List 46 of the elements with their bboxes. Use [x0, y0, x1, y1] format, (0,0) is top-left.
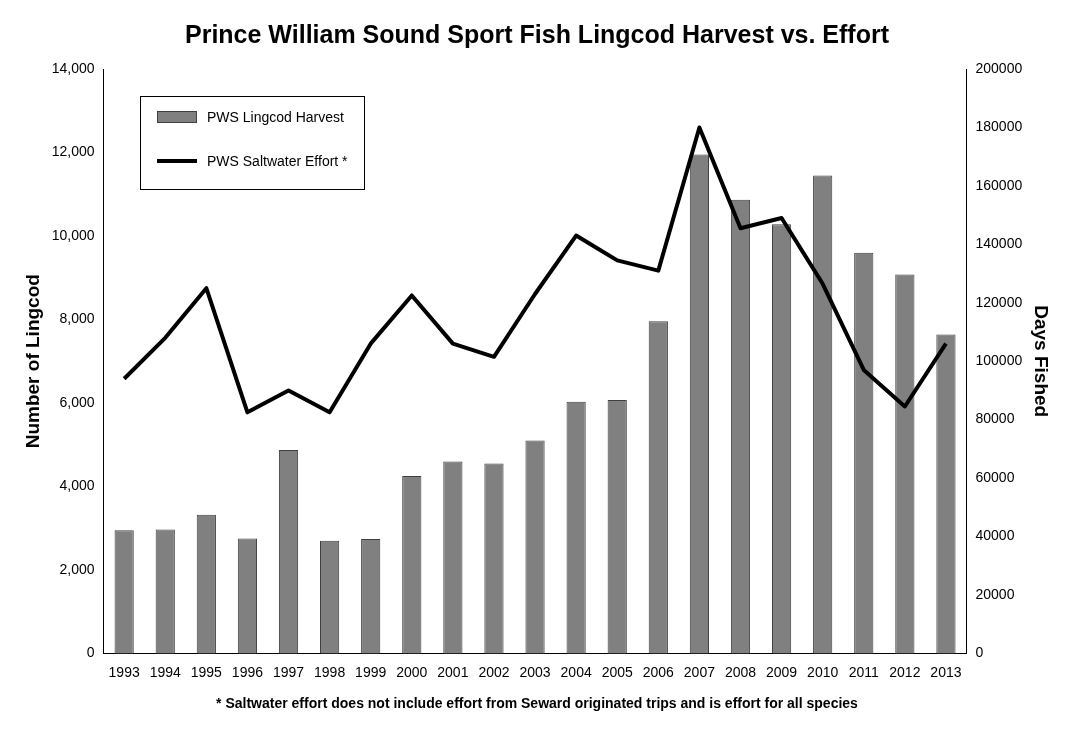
x-tick-label: 2009	[766, 663, 798, 680]
x-tick-label: 2012	[889, 663, 921, 680]
x-tick-label: 2001	[437, 663, 469, 680]
y2-tick-label: 200000	[975, 59, 1023, 76]
y2-tick-label: 140000	[975, 235, 1023, 252]
x-tick-label: 2013	[930, 663, 962, 680]
x-tick-label: 2010	[807, 663, 839, 680]
y-tick-label: 8,000	[59, 310, 95, 327]
y2-tick-label: 0	[975, 644, 984, 661]
legend-label: PWS Lingcod Harvest	[207, 109, 344, 125]
x-tick-label: 2006	[642, 663, 675, 680]
x-tick-label: 1996	[231, 663, 264, 680]
x-tick-label: 2002	[478, 663, 510, 680]
x-tick-label: 1993	[108, 663, 140, 680]
x-tick-label: 1997	[272, 663, 305, 680]
y2-tick-label: 180000	[975, 118, 1023, 135]
y2-axis-title: Days Fished	[1031, 305, 1053, 418]
x-tick-label: 2011	[848, 663, 880, 680]
x-tick-label: 2004	[560, 663, 592, 680]
legend-label: PWS Saltwater Effort *	[207, 153, 348, 169]
x-tick-label: 2003	[519, 663, 551, 680]
x-tick-label: 2005	[601, 663, 634, 680]
y2-tick-label: 20000	[975, 585, 1015, 602]
x-tick-label: 1999	[355, 663, 387, 680]
y-axis-title: Number of Lingcod	[21, 274, 43, 449]
y2-tick-label: 100000	[975, 352, 1023, 369]
x-tick-label: 2000	[396, 663, 428, 680]
x-tick-label: 2007	[683, 663, 716, 680]
y-tick-label: 10,000	[51, 226, 95, 243]
y2-tick-label: 160000	[975, 176, 1023, 193]
chart-title: Prince William Sound Sport Fish Lingcod Harvest vs. Effort	[184, 19, 890, 48]
y2-tick-label: 40000	[975, 527, 1015, 544]
y-tick-label: 4,000	[59, 477, 95, 494]
text: * Saltwater effort does not include effort from Seward originated trips and is effort for all species	[216, 695, 859, 712]
y2-tick-label: 120000	[975, 293, 1023, 310]
x-tick-label: 1994	[149, 663, 182, 680]
x-tick-label: 1995	[190, 663, 223, 680]
y-tick-label: 0	[86, 644, 95, 661]
y-tick-label: 6,000	[59, 393, 95, 410]
y-tick-label: 12,000	[51, 143, 95, 160]
x-tick-label: 2008	[724, 663, 757, 680]
y-tick-label: 2,000	[59, 560, 95, 577]
y-tick-label: 14,000	[51, 59, 95, 76]
y2-tick-label: 80000	[975, 410, 1015, 427]
y2-tick-label: 60000	[975, 468, 1015, 485]
x-tick-label: 1998	[314, 663, 346, 680]
